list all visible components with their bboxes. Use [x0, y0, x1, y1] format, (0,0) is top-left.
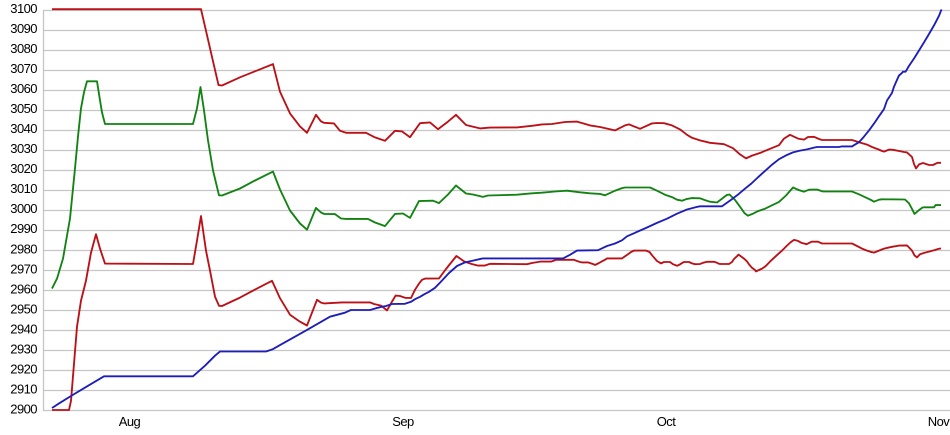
svg-text:3040: 3040 — [10, 121, 37, 136]
svg-text:Oct: Oct — [657, 414, 677, 429]
svg-text:Aug: Aug — [119, 414, 141, 429]
svg-text:2960: 2960 — [10, 281, 37, 296]
svg-text:2980: 2980 — [10, 241, 37, 256]
svg-text:3050: 3050 — [10, 101, 37, 116]
svg-text:2920: 2920 — [10, 361, 37, 376]
svg-text:2990: 2990 — [10, 221, 37, 236]
svg-text:2940: 2940 — [10, 321, 37, 336]
svg-text:3010: 3010 — [10, 181, 37, 196]
svg-text:3060: 3060 — [10, 81, 37, 96]
svg-text:Sep: Sep — [392, 414, 414, 429]
svg-text:3000: 3000 — [10, 201, 37, 216]
svg-text:3080: 3080 — [10, 41, 37, 56]
svg-text:Nov: Nov — [928, 414, 950, 429]
svg-text:2910: 2910 — [10, 382, 37, 397]
svg-text:3030: 3030 — [10, 141, 37, 156]
svg-text:3020: 3020 — [10, 161, 37, 176]
svg-text:2950: 2950 — [10, 301, 37, 316]
svg-text:2970: 2970 — [10, 261, 37, 276]
svg-text:3100: 3100 — [10, 1, 37, 16]
svg-text:3090: 3090 — [10, 21, 37, 36]
svg-text:2900: 2900 — [10, 402, 37, 417]
svg-text:3070: 3070 — [10, 61, 37, 76]
svg-text:2930: 2930 — [10, 341, 37, 356]
